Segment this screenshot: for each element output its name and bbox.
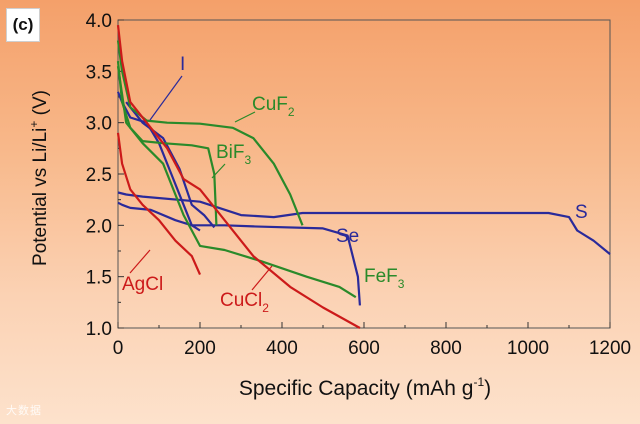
series-label-i: I	[180, 54, 185, 75]
x-tick-label: 800	[430, 338, 462, 359]
series-line-bif3	[116, 60, 218, 226]
y-tick-label: 3.0	[86, 114, 112, 135]
y-tick-label: 3.5	[86, 62, 112, 83]
series-line-agcl	[116, 132, 202, 276]
series-line-fef3	[116, 66, 357, 299]
y-tick-label: 2.5	[86, 165, 112, 186]
x-tick-label: 400	[266, 338, 298, 359]
watermark: 大数据	[6, 405, 42, 417]
x-tick-label: 200	[184, 338, 216, 359]
x-axis: 0 200 400 600 800 1000 1200	[113, 322, 631, 359]
x-tick-label: 1000	[507, 338, 549, 359]
series-line-i	[116, 91, 201, 232]
series-label-s: S	[575, 202, 588, 223]
y-tick-label: 2.0	[86, 216, 112, 237]
series-label-agcl: AgCl	[122, 274, 163, 295]
series-line-cucl2	[116, 24, 361, 329]
series-line-se	[117, 201, 361, 306]
y-axis-title: Potential vs Li/Li+ (V)	[27, 90, 51, 266]
leader-line-i	[149, 75, 183, 121]
series-layer	[116, 24, 611, 329]
x-tick-label: 1200	[589, 338, 631, 359]
leader-line-agcl	[129, 249, 151, 274]
y-tick-label: 1.0	[86, 319, 112, 340]
x-tick-label: 0	[113, 338, 124, 359]
y-axis: 1.0 1.5 2.0 2.5 3.0 3.5 4.0	[86, 11, 124, 340]
series-label-se: Se	[336, 226, 359, 247]
leader-line-cuf2	[234, 111, 256, 123]
series-label-cuf2: CuF2	[252, 94, 295, 119]
series-line-i-2	[125, 101, 216, 229]
panel-label: (c)	[6, 8, 40, 42]
series-label-cucl2: CuCl2	[220, 290, 269, 315]
leader-line-cucl2	[251, 265, 273, 291]
series-line-cuf2	[116, 40, 304, 226]
y-tick-label: 1.5	[86, 268, 112, 289]
series-line-s	[117, 191, 611, 255]
series-label-fef3: FeF3	[364, 266, 405, 291]
x-axis-title: Specific Capacity (mAh g-1)	[239, 375, 491, 400]
x-tick-label: 600	[348, 338, 380, 359]
series-label-bif3: BiF3	[216, 142, 252, 167]
leader-line-bif3	[211, 163, 226, 179]
y-tick-label: 4.0	[86, 11, 112, 32]
